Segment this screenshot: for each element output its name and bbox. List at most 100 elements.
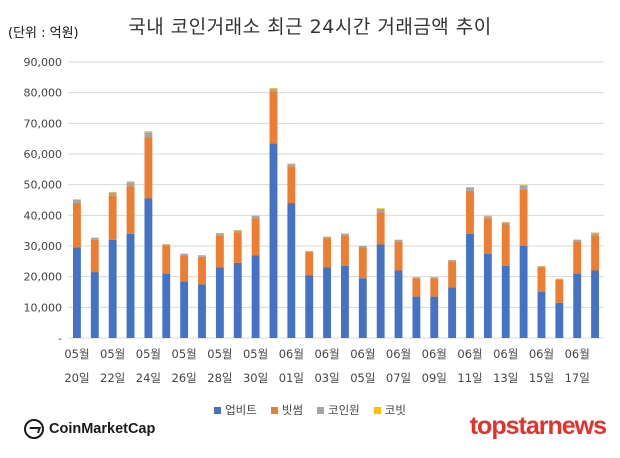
legend-swatch-korbit <box>373 406 381 414</box>
bar-segment-coinone <box>215 233 224 236</box>
bar-segment-korbit <box>466 186 474 188</box>
bar-segment-upbit <box>215 267 224 338</box>
bar-segment-upbit <box>394 270 403 338</box>
legend-label-upbit: 업비트 <box>225 403 257 417</box>
gridlines <box>68 61 604 339</box>
x-axis-labels: 05월 20일 05월 22일 05월 24일 05월 26일 05월 28일 05월 30일 06월 0… <box>64 347 589 385</box>
bar-segment-bithumb <box>537 267 546 292</box>
bar-segment-coinone <box>144 132 153 138</box>
bar-segment-bithumb <box>430 278 439 297</box>
x-tick-month: 05월 <box>207 347 232 361</box>
bar-segment-bithumb <box>269 91 278 144</box>
bar-segment-coinone <box>251 215 260 219</box>
bar-segment-bithumb <box>108 195 117 240</box>
x-tick-month: 06월 <box>565 347 590 361</box>
x-tick-month: 05월 <box>100 347 125 361</box>
y-tick-label: 70,000 <box>24 117 63 130</box>
bar-segment-upbit <box>305 275 314 338</box>
legend-swatch-upbit <box>214 406 222 414</box>
bar-segment-coinone <box>358 246 367 248</box>
legend: 업비트 빗썸 코인원 코빗 <box>0 402 620 418</box>
bar-segment-coinone <box>233 230 242 233</box>
bar-segment-korbit <box>251 215 260 216</box>
x-tick-day: 20일 <box>64 371 89 385</box>
bar-segment-upbit <box>376 244 385 338</box>
bar-segment-korbit <box>144 131 153 133</box>
y-tick-label: - <box>58 332 62 345</box>
bar-segment-coinone <box>341 233 349 236</box>
bar-segment-upbit <box>251 255 260 338</box>
y-tick-label: 20,000 <box>24 271 63 284</box>
bar-segment-korbit <box>591 232 599 234</box>
bar-segment-upbit <box>430 296 439 338</box>
bar-segment-coinone <box>198 255 206 257</box>
bar-segment-upbit <box>483 253 492 338</box>
y-tick-label: 30,000 <box>24 240 63 253</box>
legend-item-bithumb: 빗썸 <box>270 402 303 418</box>
x-tick-month: 06월 <box>493 347 518 361</box>
legend-label-korbit: 코빗 <box>384 403 406 417</box>
y-tick-label: 90,000 <box>24 56 63 69</box>
x-tick-day: 01일 <box>279 371 304 385</box>
x-tick-day: 03일 <box>314 371 339 385</box>
y-axis-ticks: - 10,000 20,000 30,000 40,000 50,000 60,000 70,… <box>24 56 63 345</box>
coinmarketcap-logo: CoinMarketCap <box>24 419 155 439</box>
bar-series <box>73 87 599 338</box>
bar-segment-upbit <box>358 278 367 338</box>
legend-label-coinone: 코인원 <box>328 403 360 417</box>
bar-segment-coinone <box>466 187 474 191</box>
bar-segment-upbit <box>233 262 242 338</box>
bar-segment-bithumb <box>519 189 528 246</box>
y-tick-label: 50,000 <box>24 179 63 192</box>
bar-segment-bithumb <box>358 247 367 279</box>
bar-segment-bithumb <box>73 203 81 248</box>
bar-segment-coinone <box>412 277 421 279</box>
bar-segment-bithumb <box>376 212 385 245</box>
bar-segment-coinone <box>126 182 135 187</box>
bar-segment-coinone <box>483 216 492 219</box>
x-tick-month: 06월 <box>350 347 375 361</box>
bar-segment-bithumb <box>144 137 153 199</box>
bar-segment-upbit <box>269 143 278 338</box>
bar-segment-korbit <box>73 199 81 200</box>
x-tick-month: 06월 <box>457 347 482 361</box>
bar-segment-coinone <box>90 238 99 240</box>
legend-item-korbit: 코빗 <box>373 402 406 418</box>
bar-segment-upbit <box>412 296 421 338</box>
bar-segment-bithumb <box>323 238 331 268</box>
bar-segment-upbit <box>466 233 474 338</box>
bar-segment-coinone <box>108 192 117 196</box>
x-tick-month: 06월 <box>529 347 554 361</box>
bar-segment-coinone <box>537 266 546 268</box>
x-tick-day: 15일 <box>529 371 554 385</box>
bar-segment-coinone <box>591 233 599 236</box>
x-tick-day: 09일 <box>422 371 447 385</box>
bar-segment-bithumb <box>162 246 171 274</box>
bar-segment-bithumb <box>412 278 421 297</box>
bar-segment-upbit <box>323 267 331 338</box>
topstarnews-logo: topstarnews <box>469 412 607 440</box>
x-tick-day: 22일 <box>100 371 125 385</box>
bar-segment-bithumb <box>591 235 599 271</box>
bar-segment-korbit <box>376 208 385 209</box>
bar-segment-coinone <box>323 236 331 239</box>
bar-segment-coinone <box>555 278 564 280</box>
bar-segment-bithumb <box>501 224 510 266</box>
legend-item-upbit: 업비트 <box>214 402 257 418</box>
bar-segment-bithumb <box>341 235 349 266</box>
x-tick-day: 30일 <box>243 371 268 385</box>
bar-segment-upbit <box>108 239 117 338</box>
x-tick-month: 06월 <box>279 347 304 361</box>
bar-segment-upbit <box>341 265 349 338</box>
x-tick-month: 06월 <box>422 347 447 361</box>
chart-title: 국내 코인거래소 최근 24시간 거래금액 추이 <box>128 16 492 38</box>
bar-segment-korbit <box>269 87 278 89</box>
bar-segment-upbit <box>448 287 457 338</box>
x-tick-month: 05월 <box>243 347 268 361</box>
x-tick-day: 07일 <box>386 371 411 385</box>
bar-segment-upbit <box>73 247 81 338</box>
bar-segment-korbit <box>108 191 117 193</box>
x-tick-day: 28일 <box>207 371 232 385</box>
bar-segment-upbit <box>537 292 546 338</box>
